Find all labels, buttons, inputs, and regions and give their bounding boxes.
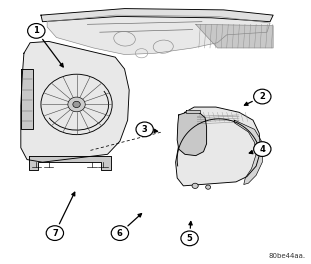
Polygon shape — [196, 24, 273, 48]
Polygon shape — [234, 120, 262, 185]
Text: 4: 4 — [259, 145, 265, 154]
Circle shape — [206, 185, 211, 189]
Text: 80be44aa.: 80be44aa. — [268, 253, 306, 258]
Circle shape — [254, 142, 271, 157]
Text: 5: 5 — [187, 234, 193, 243]
Circle shape — [181, 231, 198, 246]
Polygon shape — [187, 110, 200, 113]
Circle shape — [68, 97, 85, 112]
Text: 3: 3 — [142, 125, 147, 134]
Text: 1: 1 — [33, 26, 39, 35]
Polygon shape — [177, 112, 207, 156]
Circle shape — [28, 23, 45, 38]
Polygon shape — [176, 107, 261, 186]
Polygon shape — [29, 156, 111, 170]
Polygon shape — [47, 15, 270, 55]
Circle shape — [46, 226, 63, 241]
Text: 2: 2 — [259, 92, 265, 101]
Circle shape — [254, 89, 271, 104]
Circle shape — [136, 122, 153, 137]
Text: 6: 6 — [117, 229, 123, 238]
Circle shape — [111, 226, 128, 241]
Circle shape — [73, 101, 80, 107]
Circle shape — [192, 183, 198, 188]
Polygon shape — [41, 8, 273, 22]
Polygon shape — [21, 69, 33, 129]
Polygon shape — [21, 41, 129, 162]
Text: 7: 7 — [52, 229, 58, 238]
